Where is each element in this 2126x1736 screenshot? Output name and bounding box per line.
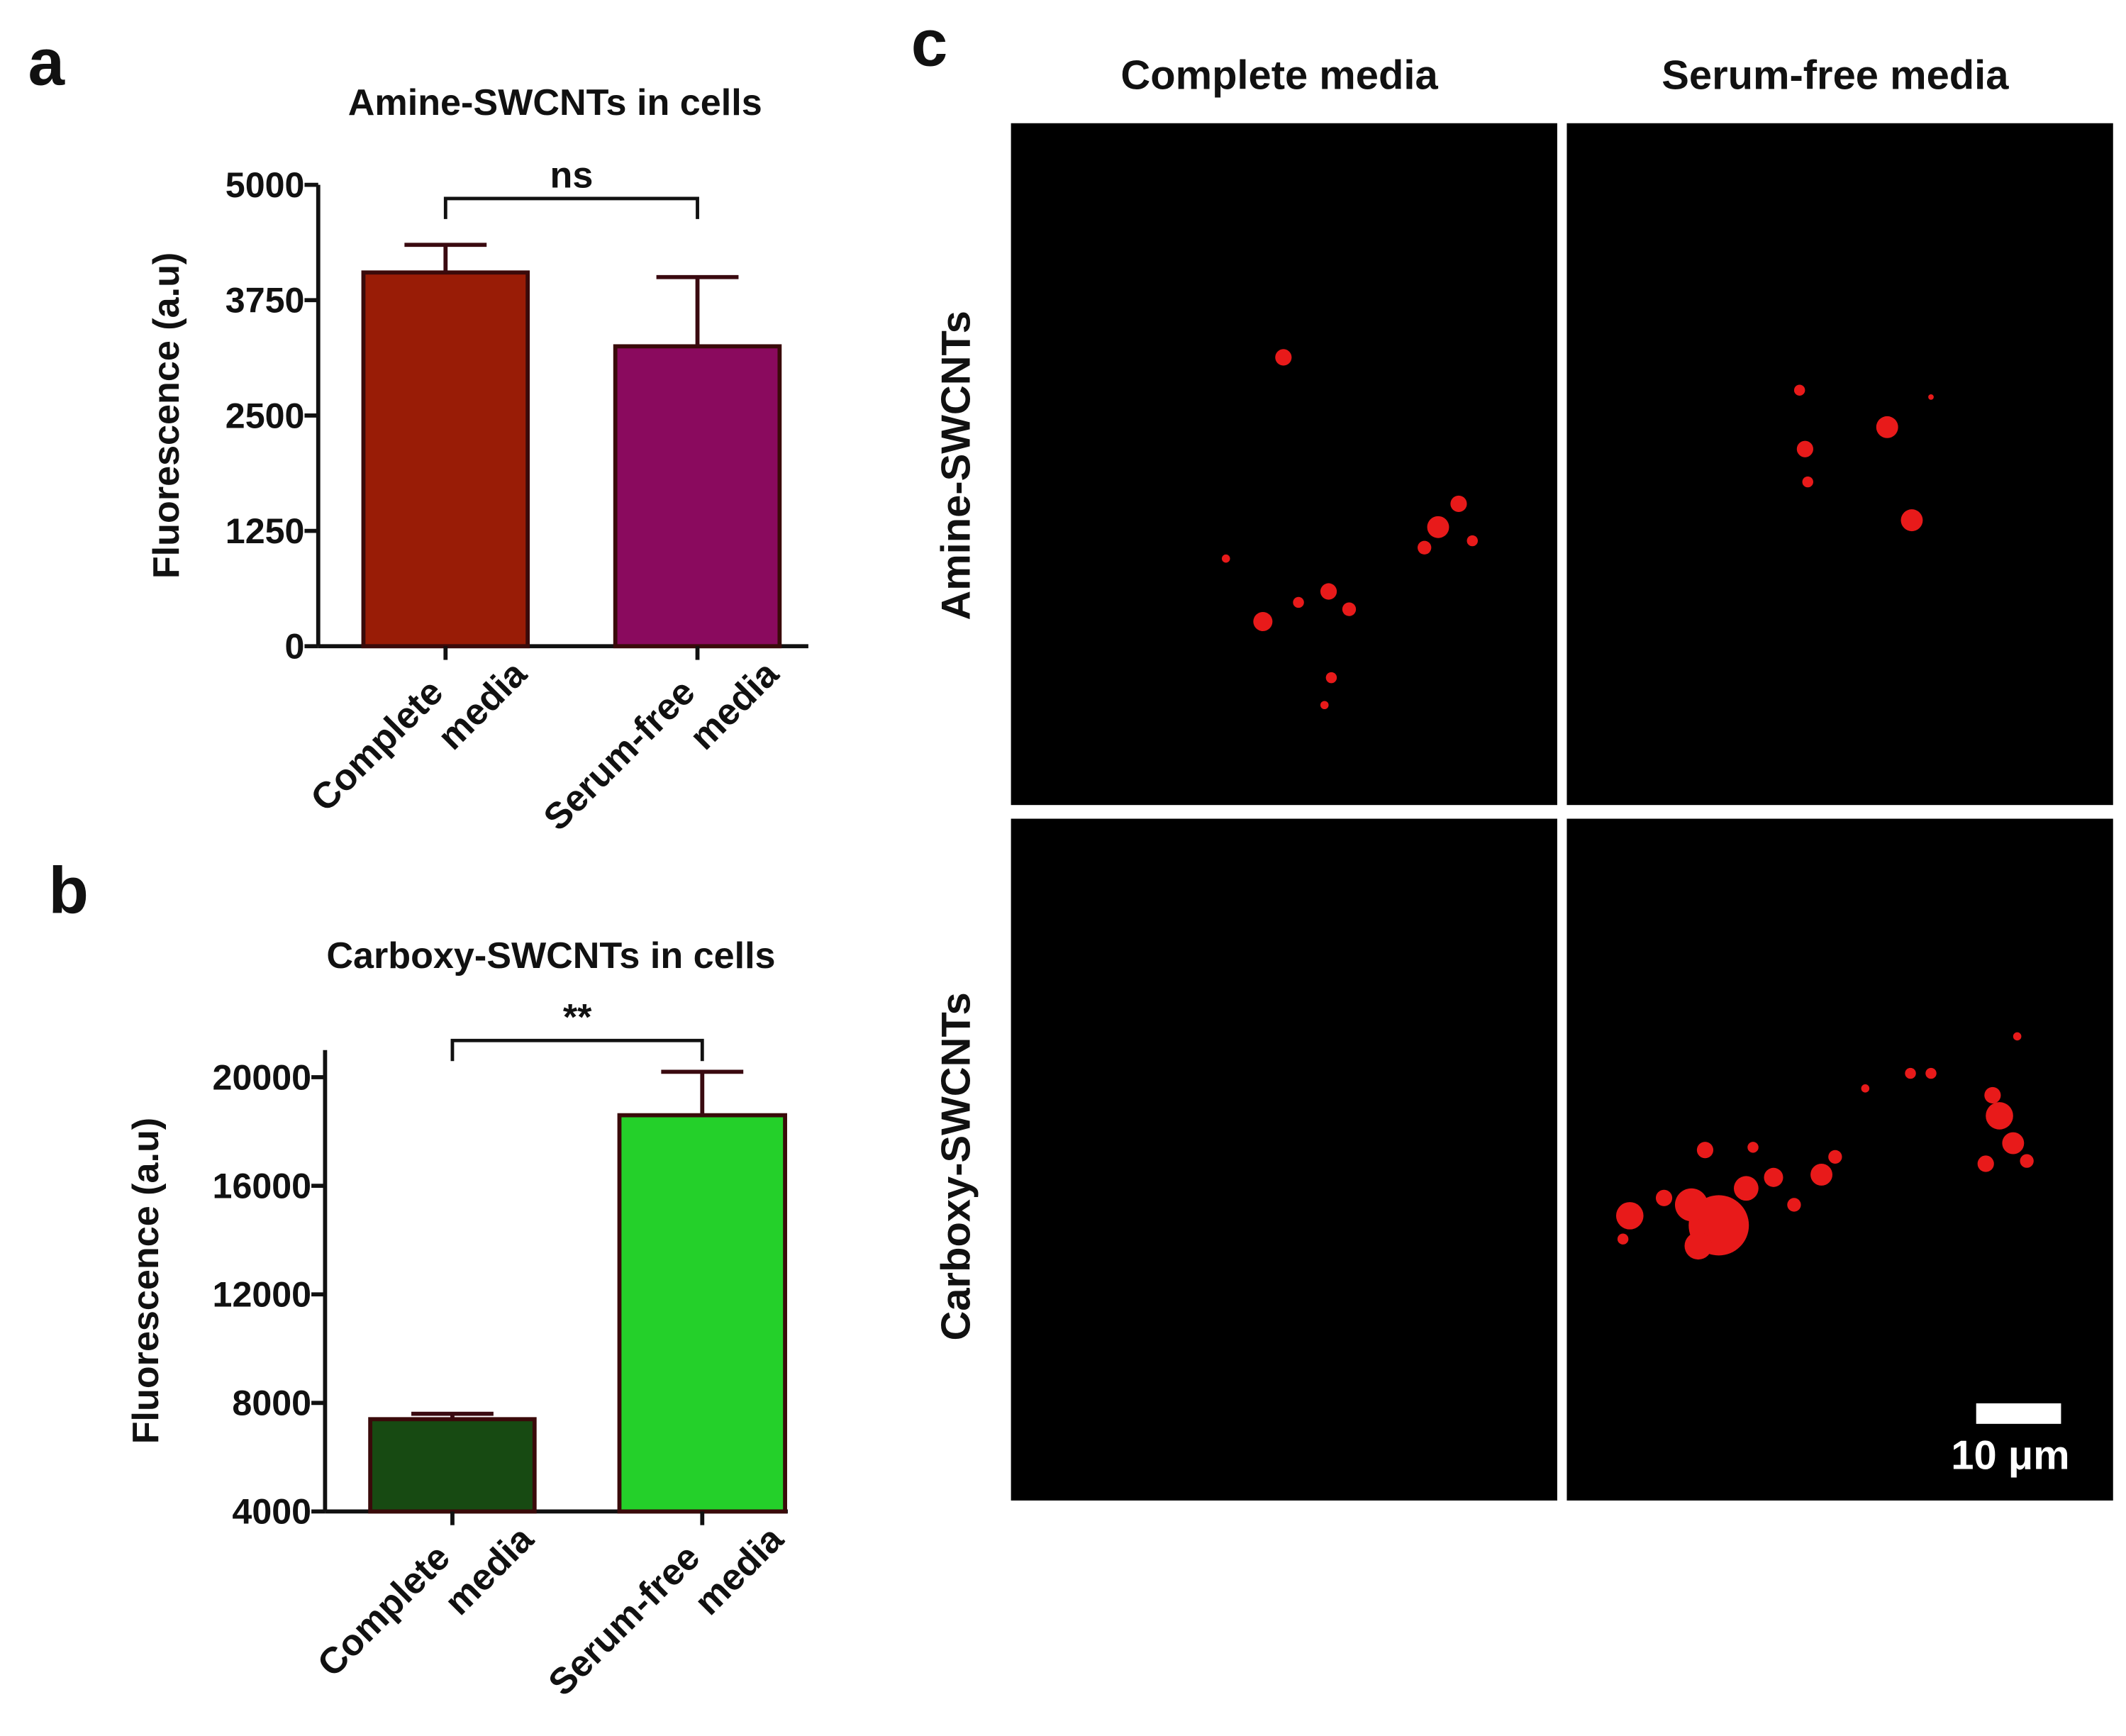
row-header: Carboxy-SWCNTs [934,992,979,1340]
y-tick-label: 4000 [232,1492,311,1532]
micrographs: 10 μm [1011,123,2113,1501]
bar [613,344,782,649]
micrograph [1566,123,2113,806]
panel-label: c [911,6,948,80]
bar [368,1417,537,1514]
bar [361,270,530,649]
y-tick-label: 3750 [226,281,305,321]
y-tick-label: 8000 [232,1384,311,1423]
micrograph [1011,818,1557,1501]
panel-label: a [28,26,65,99]
scale-bar-label: 10 μm [1951,1433,2069,1479]
chart-title: Carboxy-SWCNTs in cells [326,935,775,976]
micrograph [1011,123,1557,806]
y-tick-label: 20000 [213,1057,312,1097]
chart-title: Amine-SWCNTs in cells [348,82,762,123]
significance-label: ns [550,155,594,196]
significance-bracket [443,196,699,219]
y-axis-label: Fluorescence (a.u) [126,1118,167,1444]
y-tick-label: 16000 [213,1167,312,1206]
y-tick-label: 12000 [213,1275,312,1315]
panel-label: b [48,854,89,928]
scale-bar [1976,1403,2061,1424]
y-tick-label: 2500 [226,396,305,435]
fluorescent-spots [1221,349,2034,1260]
error-bar [411,1411,494,1420]
y-axis-label: Fluorescence (a.u) [146,252,187,579]
error-bar [404,243,487,273]
error-bar [661,1069,744,1115]
significance-label: ** [563,997,592,1038]
bar [617,1113,787,1514]
y-tick-label: 0 [285,627,305,667]
significance-bracket [450,1038,704,1062]
row-header: Amine-SWCNTs [934,311,979,620]
y-tick-label: 1250 [226,511,305,551]
column-header: Serum-free media [1662,52,2009,98]
column-header: Complete media [1120,52,1438,98]
y-tick-label: 5000 [226,165,305,205]
error-bar [656,274,739,347]
